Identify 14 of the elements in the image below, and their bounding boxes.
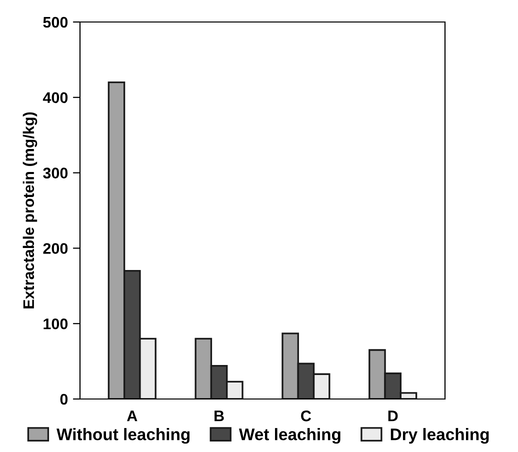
x-tick-label: C xyxy=(301,410,312,422)
legend-label: Wet leaching xyxy=(238,428,340,444)
y-tick-label: 300 xyxy=(43,168,68,179)
legend-label: Without leaching xyxy=(56,428,190,444)
y-tick-label: 400 xyxy=(42,92,68,104)
x-tick-label: D xyxy=(388,410,398,422)
x-tick-label: A xyxy=(127,410,138,422)
y-tick-label: 100 xyxy=(44,318,68,330)
y-tick-label: 500 xyxy=(43,16,68,28)
x-tick-label: B xyxy=(214,410,224,422)
y-axis-title: Extractable protein (mg/kg) xyxy=(22,112,38,308)
y-tick-label: 200 xyxy=(43,243,68,254)
y-tick-label: 0 xyxy=(60,394,68,405)
legend-label: Dry leaching xyxy=(390,428,489,444)
